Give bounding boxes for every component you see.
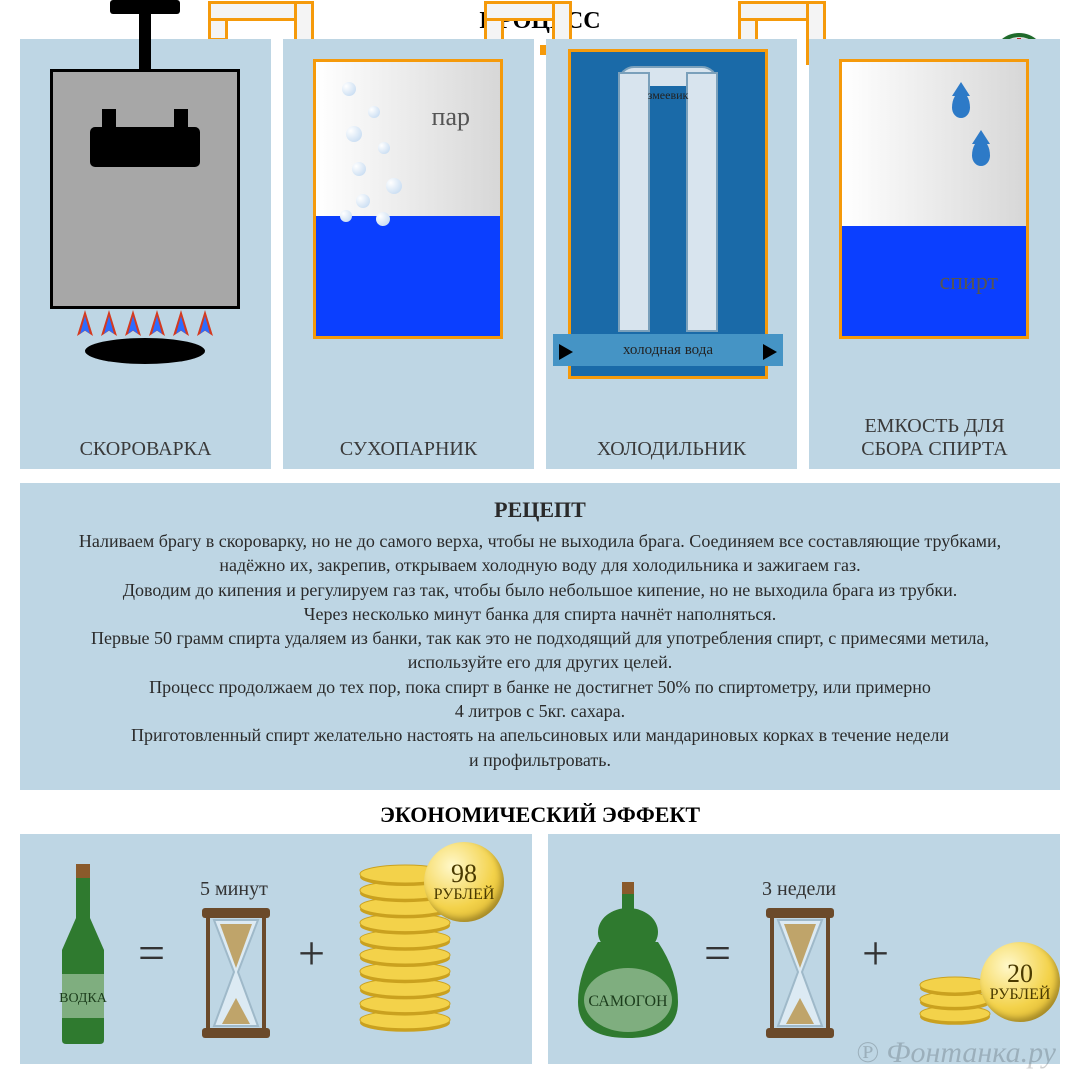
economic-title: ЭКОНОМИЧЕСКИЙ ЭФФЕКТ (0, 802, 1080, 828)
collector-vessel-icon: спирт (839, 59, 1029, 339)
arrow-in-icon (559, 344, 573, 360)
flames-icon (73, 310, 217, 340)
recipe-box: РЕЦЕПТ Наливаем брагу в скороварку, но н… (20, 483, 1060, 790)
panel-label: ХОЛОДИЛЬНИК (597, 438, 746, 461)
coil-label: змеевик (648, 88, 689, 103)
arrow-out-icon (763, 344, 777, 360)
plus-icon: + (298, 926, 325, 981)
plus-icon: + (862, 926, 889, 981)
hourglass-icon (196, 908, 276, 1043)
drop-icon (952, 92, 970, 118)
hourglass-icon (760, 908, 840, 1043)
panel-steamtrap: пар СУХОПАРНИК (283, 39, 534, 469)
time-label: 3 недели (762, 878, 836, 901)
coil-icon (618, 72, 718, 332)
time-label: 5 минут (200, 878, 268, 901)
pressure-cooker-icon (50, 69, 240, 309)
samogon-bottle-icon: САМОГОН (568, 882, 688, 1047)
condenser-icon: змеевик холодная вода (568, 49, 768, 379)
cold-water-label: холодная вода (553, 334, 783, 366)
panel-label: ЕМКОСТЬ ДЛЯ СБОРА СПИРТА (835, 415, 1035, 461)
equals-icon: = (704, 926, 731, 981)
spirit-label: спирт (939, 269, 998, 296)
panel-cooker: СКОРОВАРКА (20, 39, 271, 469)
price-badge: 98 РУБЛЕЙ (424, 842, 504, 922)
equals-icon: = (138, 926, 165, 981)
recipe-text: Наливаем брагу в скороварку, но не до са… (42, 529, 1038, 772)
process-row: СКОРОВАРКА пар СУХОПАРНИК змеевик холодн… (0, 39, 1080, 469)
burner-icon (85, 338, 205, 364)
steam-label: пар (432, 102, 470, 132)
panel-collector: спирт ЕМКОСТЬ ДЛЯ СБОРА СПИРТА (809, 39, 1060, 469)
panel-label: СУХОПАРНИК (340, 438, 477, 461)
econ-panel-samogon: САМОГОН = 3 недели + 20 РУБЛЕЙ (548, 834, 1060, 1064)
econ-panel-vodka: ВОДКА = 5 минут + 98 РУБЛЕЙ (20, 834, 532, 1064)
svg-text:САМОГОН: САМОГОН (588, 993, 668, 1010)
panel-label: СКОРОВАРКА (80, 438, 212, 461)
drop-icon (972, 140, 990, 166)
price-badge: 20 РУБЛЕЙ (980, 942, 1060, 1022)
svg-text:ВОДКА: ВОДКА (59, 991, 108, 1006)
vodka-bottle-icon: ВОДКА (46, 864, 120, 1049)
panel-condenser: змеевик холодная вода ХОЛОДИЛЬНИК (546, 39, 797, 469)
steam-trap-icon: пар (313, 59, 503, 339)
recipe-title: РЕЦЕПТ (42, 497, 1038, 523)
watermark: ℗ Фонтанка.ру (856, 1036, 1056, 1070)
